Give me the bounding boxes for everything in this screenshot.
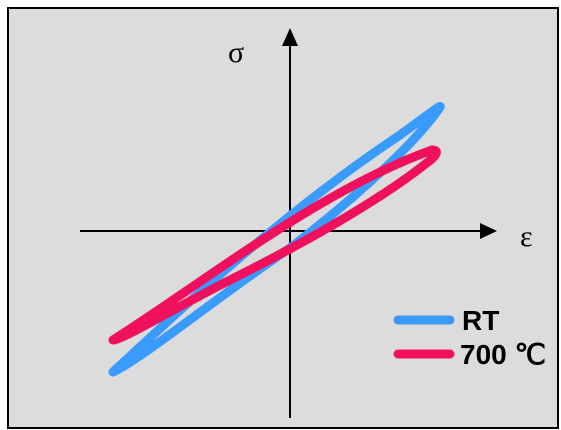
legend-label-rt: RT	[462, 305, 499, 336]
legend-label-700c: 700 ℃	[460, 339, 546, 370]
series-group	[108, 101, 445, 377]
y-axis-label: σ	[228, 36, 244, 69]
y-axis-arrowhead	[282, 28, 298, 46]
legend: RT 700 ℃	[393, 305, 546, 370]
series-700c-loop	[108, 145, 441, 345]
x-axis-label: ε	[520, 220, 533, 253]
x-axis-arrowhead	[480, 223, 497, 239]
